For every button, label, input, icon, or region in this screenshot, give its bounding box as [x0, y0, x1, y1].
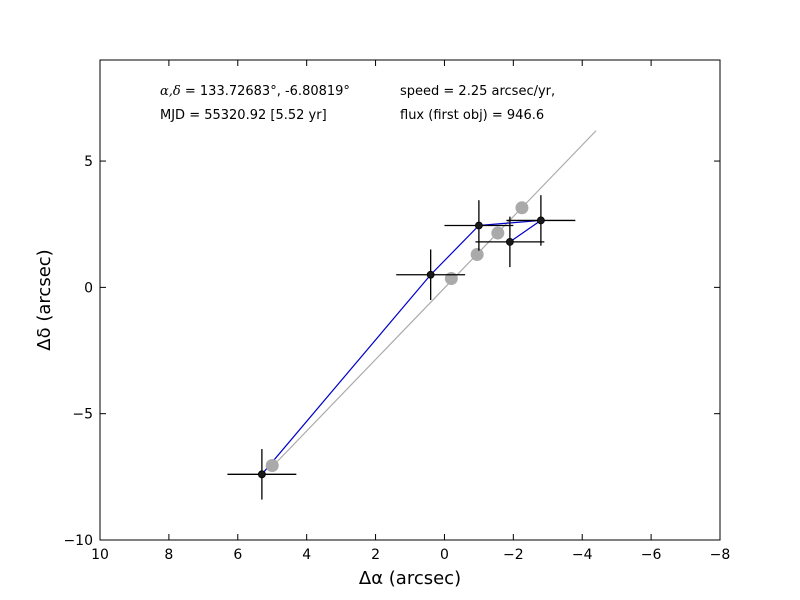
y-axis-label: Δδ (arcsec) [34, 249, 55, 350]
x-tick-label: −8 [710, 547, 731, 563]
x-tick-label: 2 [371, 547, 380, 563]
predicted-point [491, 226, 505, 240]
annotation-group: α,δ = 133.72683°, -6.80819° MJD = 55320.… [160, 84, 555, 123]
annotation-speed: speed = 2.25 arcsec/yr, [400, 84, 555, 99]
axes-frame [99, 59, 721, 541]
x-tick-label: 0 [440, 547, 449, 563]
x-tick-label: 4 [302, 547, 311, 563]
predicted-point [515, 201, 529, 215]
x-tick-label: 8 [164, 547, 173, 563]
x-tick-label: −6 [641, 547, 662, 563]
annotation-coordinates-label: α,δ [160, 84, 181, 99]
y-tick-label: −5 [72, 407, 93, 423]
observed-point [257, 470, 266, 479]
observed-point [426, 270, 435, 279]
y-tick-label: 0 [84, 280, 93, 296]
y-tick-label: 5 [84, 154, 93, 170]
x-tick-label: −4 [572, 547, 593, 563]
fit-line [271, 130, 597, 468]
predicted-point [444, 272, 458, 286]
predicted-point [265, 458, 279, 472]
annotation-flux: flux (first obj) = 946.6 [400, 108, 544, 123]
x-tick-label: 6 [233, 547, 242, 563]
x-axis-label: Δα (arcsec) [359, 568, 461, 589]
x-tick-label: 10 [91, 547, 109, 563]
annotation-coordinates-value: = 133.72683°, -6.80819° [181, 84, 350, 99]
plot-area: 10 8 6 4 2 0 −2 −4 −6 −8 −10 −5 0 5 [63, 59, 731, 563]
x-tick-label: −2 [503, 547, 524, 563]
predicted-point [470, 248, 484, 262]
annotation-mjd: MJD = 55320.92 [5.52 yr] [160, 108, 327, 123]
annotation-coordinates: α,δ = 133.72683°, -6.80819° [160, 84, 350, 99]
observed-point [474, 221, 483, 230]
y-tick-label: −10 [63, 533, 93, 549]
observed-point [505, 237, 514, 246]
observed-point [536, 216, 545, 225]
